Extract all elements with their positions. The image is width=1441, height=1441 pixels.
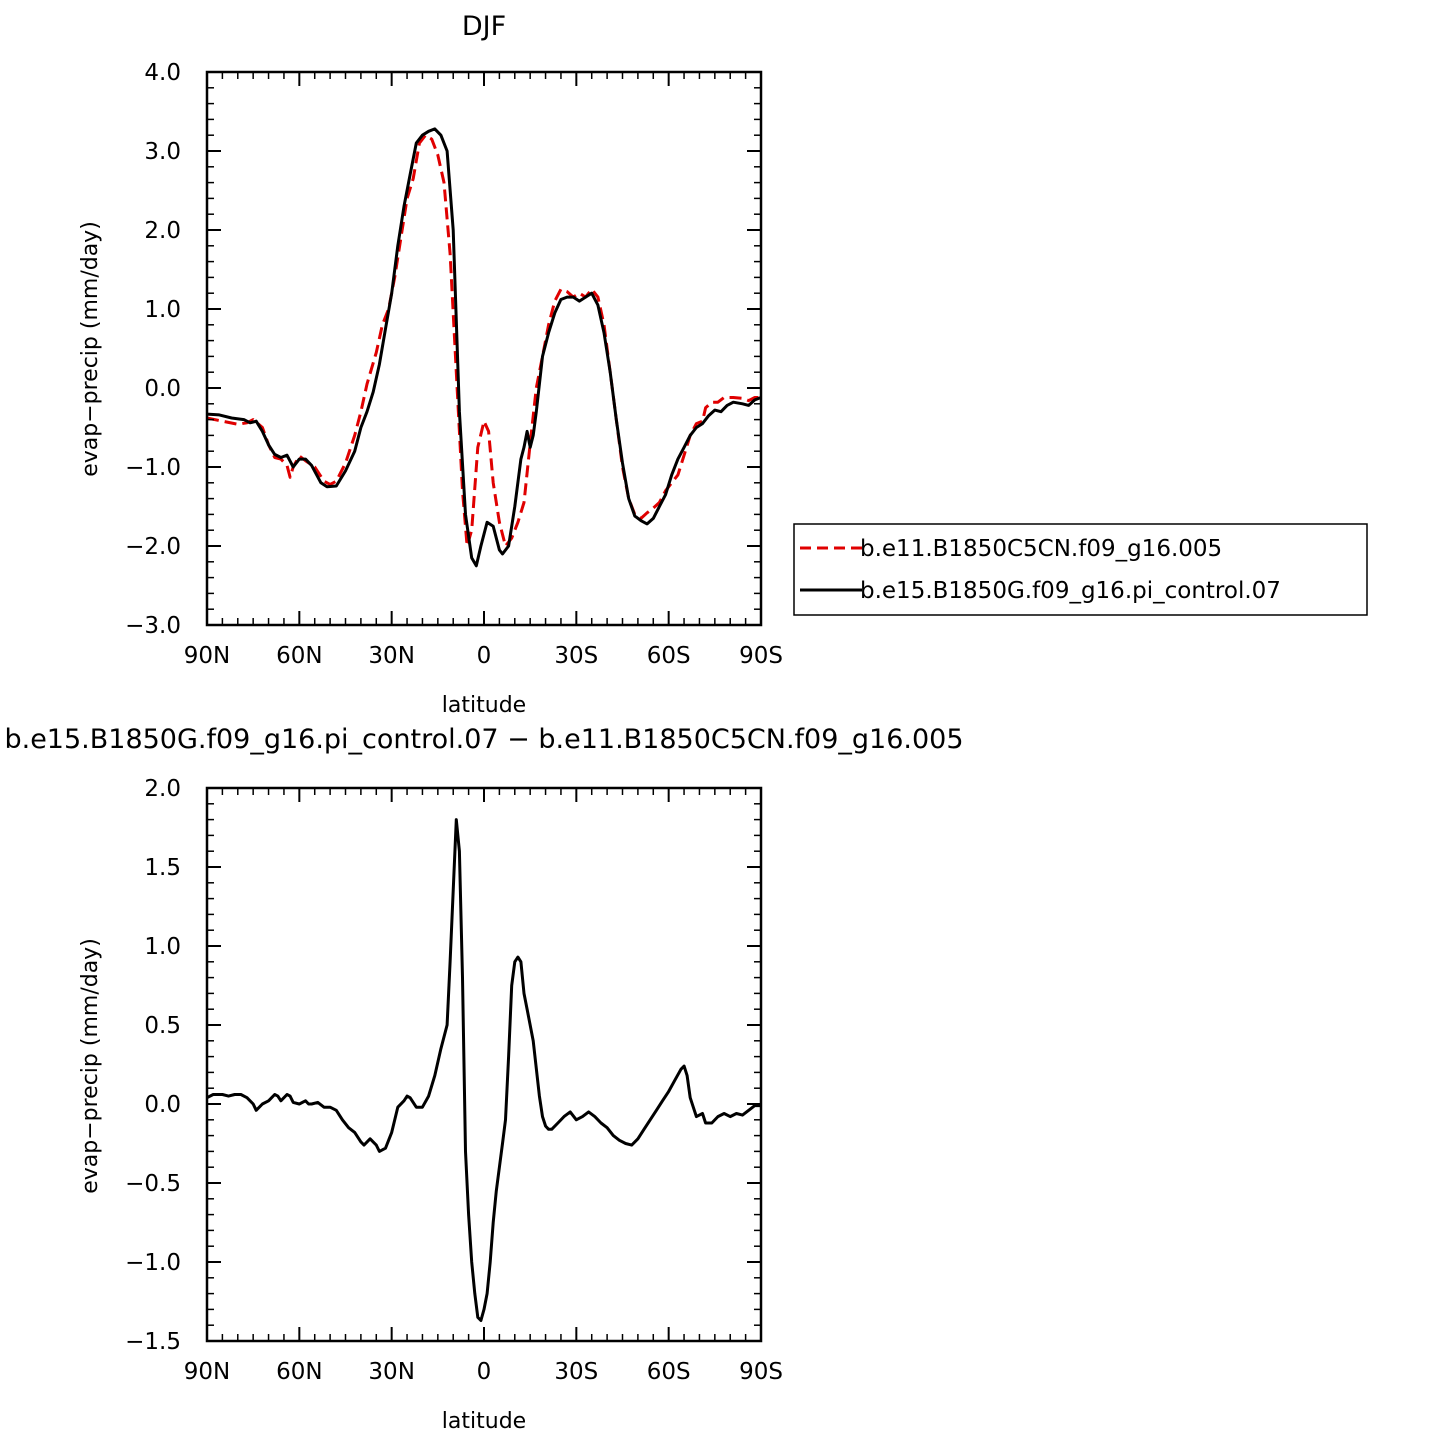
top-chart-xtick-label: 30N <box>368 643 414 669</box>
bottom-chart-xtick-label: 60S <box>647 1359 691 1385</box>
bottom-chart-ticks: 90N 60N 30N 0 30S 60S 90S −1.5 −1.0 −0.5 0.0 0.5 1.0… <box>125 776 783 1385</box>
top-chart-xtick-label: 60N <box>276 643 322 669</box>
bottom-chart-xlabel: latitude <box>442 1409 526 1434</box>
top-chart-xtick-label: 60S <box>647 643 691 669</box>
top-chart-plot-frame <box>205 70 763 627</box>
bottom-chart-ytick-label: 0.0 <box>144 1092 181 1118</box>
bottom-chart-plot-frame <box>205 786 763 1343</box>
bottom-chart-xtick-label: 30N <box>368 1359 414 1385</box>
top-chart-ytick-label: 1.0 <box>144 297 181 323</box>
bottom-chart-series-line-1 <box>206 818 761 1322</box>
legend-label-series-1: b.e11.B1850C5CN.f09_g16.005 <box>860 536 1222 562</box>
top-chart-series-line-1 <box>206 133 761 548</box>
top-chart-ytick-label: 2.0 <box>144 218 181 244</box>
top-chart-series-line-2 <box>206 127 762 568</box>
top-chart-ytick-label: 0.0 <box>144 376 181 402</box>
bottom-chart-ylabel: evap−precip (mm/day) <box>78 938 103 1194</box>
bottom-chart-ytick-label: −0.5 <box>125 1171 181 1197</box>
top-chart-xtick-label: 0 <box>477 643 492 669</box>
bottom-chart-series <box>206 818 761 1322</box>
top-chart-ytick-label: −2.0 <box>125 534 181 560</box>
top-chart-series <box>206 127 762 568</box>
top-chart-ticks: 90N 60N 30N 0 30S 60S 90S −3.0 −2.0 −1.0 0.0 1.0 2.0… <box>125 60 783 669</box>
bottom-chart-ytick-label: −1.0 <box>125 1250 181 1276</box>
top-chart-ytick-label: −3.0 <box>125 613 181 639</box>
bottom-chart-xtick-label: 30S <box>554 1359 598 1385</box>
bottom-chart-xtick-label: 0 <box>477 1359 492 1385</box>
top-chart-legend: b.e11.B1850C5CN.f09_g16.005 b.e15.B1850G… <box>793 523 1368 616</box>
legend-box <box>793 523 1368 616</box>
top-chart-ytick-label: 4.0 <box>144 60 181 86</box>
top-chart-xtick-label: 90N <box>184 643 230 669</box>
bottom-chart-ytick-label: 1.5 <box>144 855 181 881</box>
top-chart-title: DJF <box>462 11 506 42</box>
bottom-chart-xtick-label: 60N <box>276 1359 322 1385</box>
bottom-chart-xtick-label: 90N <box>184 1359 230 1385</box>
top-chart-xlabel: latitude <box>442 693 526 718</box>
bottom-chart-xtick-label: 90S <box>739 1359 783 1385</box>
bottom-chart-ytick-label: 2.0 <box>144 776 181 802</box>
top-chart-xtick-label: 90S <box>739 643 783 669</box>
bottom-chart-title: b.e15.B1850G.f09_g16.pi_control.07 − b.e… <box>4 724 963 755</box>
top-chart-xtick-label: 30S <box>554 643 598 669</box>
top-chart-ytick-label: −1.0 <box>125 455 181 481</box>
top-chart-ytick-label: 3.0 <box>144 139 181 165</box>
bottom-chart-ytick-label: 0.5 <box>144 1013 181 1039</box>
top-chart-ylabel: evap−precip (mm/day) <box>78 221 103 477</box>
bottom-chart-ytick-label: 1.0 <box>144 934 181 960</box>
legend-label-series-2: b.e15.B1850G.f09_g16.pi_control.07 <box>860 578 1281 604</box>
bottom-chart-ytick-label: −1.5 <box>125 1329 181 1355</box>
